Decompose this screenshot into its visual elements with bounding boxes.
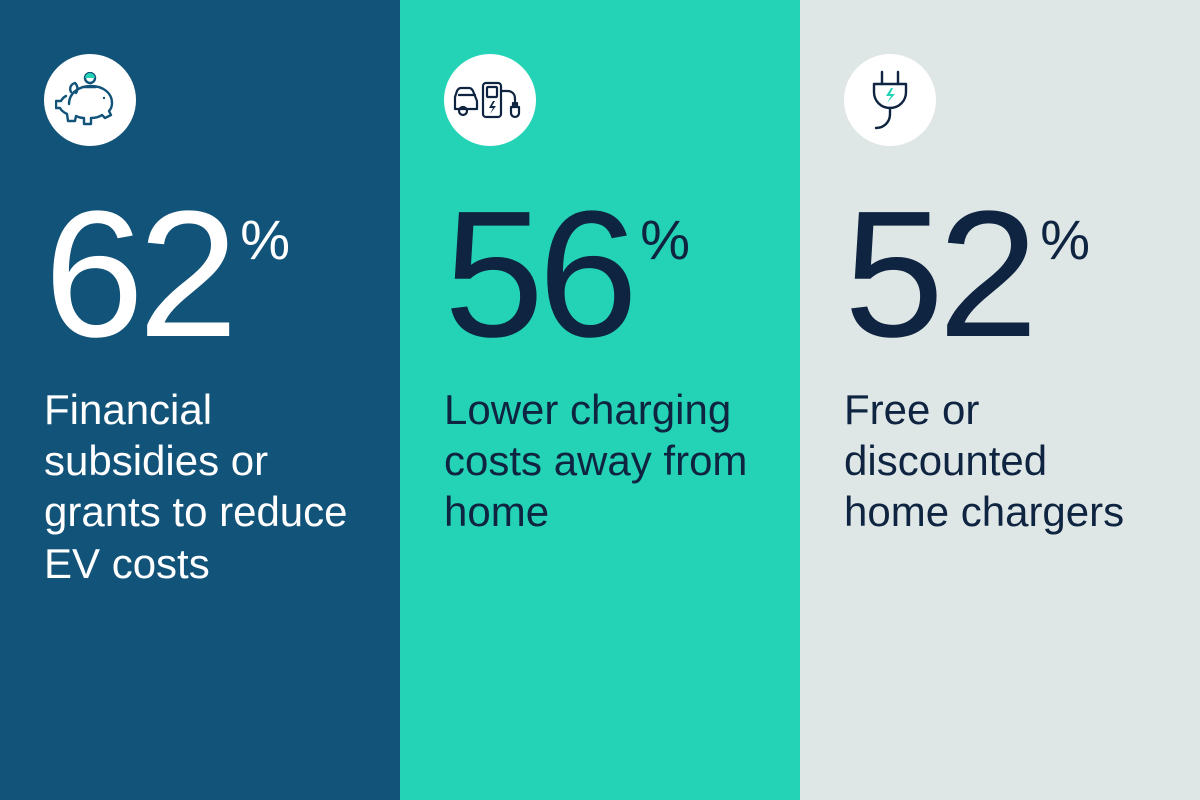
panel-subsidies: 62 % Financial subsidies or grants to re… (0, 0, 400, 800)
piggy-bank-icon (44, 54, 136, 146)
stat-away-charging: 56 % (444, 194, 760, 356)
stat-description: Free or discounted home chargers (844, 384, 1160, 538)
stat-number: 62 (44, 194, 232, 356)
stat-number: 56 (444, 194, 632, 356)
stat-home-chargers: 52 % (844, 194, 1160, 356)
stat-description: Financial subsidies or grants to reduce … (44, 384, 360, 589)
percent-sign: % (640, 212, 690, 268)
plug-icon (844, 54, 936, 146)
stat-description: Lower charging costs away from home (444, 384, 760, 538)
stat-number: 52 (844, 194, 1032, 356)
ev-charger-icon (444, 54, 536, 146)
infographic-row: 62 % Financial subsidies or grants to re… (0, 0, 1200, 800)
stat-subsidies: 62 % (44, 194, 360, 356)
percent-sign: % (240, 212, 290, 268)
panel-away-charging: 56 % Lower charging costs away from home (400, 0, 800, 800)
panel-home-chargers: 52 % Free or discounted home chargers (800, 0, 1200, 800)
percent-sign: % (1040, 212, 1090, 268)
